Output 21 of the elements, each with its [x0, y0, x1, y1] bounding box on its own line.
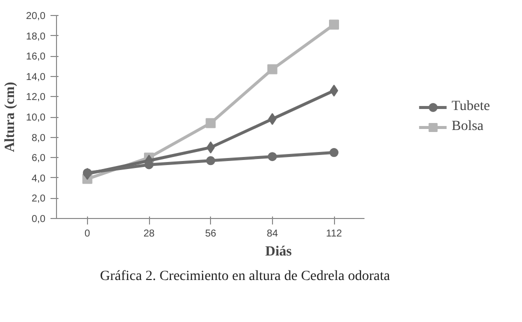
y-tick-label: 2,0: [32, 194, 46, 205]
text: Gráfica 2. Crecimiento en altura de Cedrela odorata: [100, 268, 390, 286]
y-tick-label: 4,0: [32, 173, 46, 184]
x-tick-label: 0: [84, 228, 91, 240]
y-tick-label: 16,0: [26, 52, 46, 63]
x-tick-label: 84: [266, 228, 278, 240]
y-tick-label: 12,0: [26, 92, 46, 104]
y-tick-label: 0,0: [32, 214, 46, 225]
legend-label: Tubete: [452, 98, 490, 114]
y-tick-label: 6,0: [32, 153, 46, 164]
y-tick-label: 20,0: [26, 11, 46, 22]
y-tick-label: 10,0: [26, 112, 46, 124]
x-tick-label: 112: [326, 228, 342, 240]
x-axis-title: Diás: [265, 244, 292, 260]
y-tick-label: 14,0: [26, 72, 46, 83]
y-axis-title: Altura (cm): [3, 81, 18, 152]
legend-label: Bolsa: [452, 118, 484, 134]
y-tick-label: 18,0: [26, 31, 46, 42]
x-tick-label: 56: [205, 228, 217, 240]
y-tick-label: 8,0: [32, 132, 46, 144]
x-tick-label: 28: [143, 228, 155, 240]
